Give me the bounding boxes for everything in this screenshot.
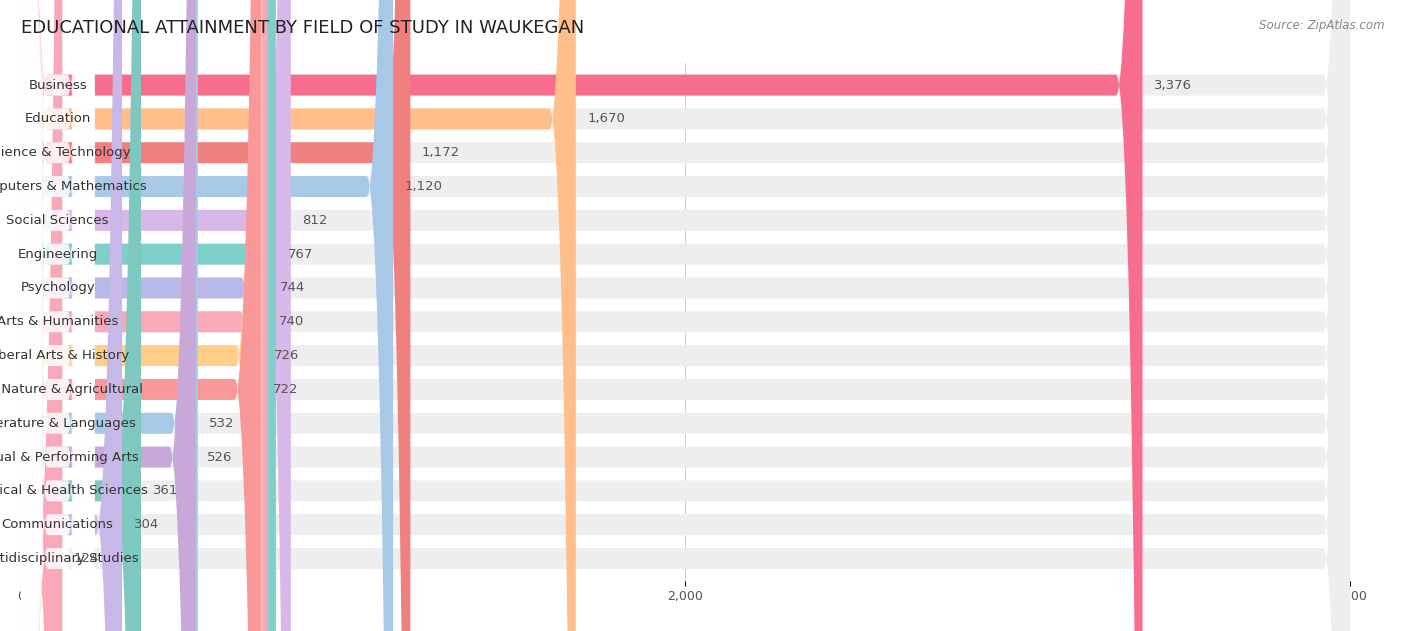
FancyBboxPatch shape — [21, 0, 1350, 631]
Text: Multidisciplinary Studies: Multidisciplinary Studies — [0, 552, 139, 565]
Text: 124: 124 — [75, 552, 100, 565]
FancyBboxPatch shape — [21, 0, 198, 631]
Text: 812: 812 — [302, 214, 328, 227]
FancyBboxPatch shape — [21, 0, 1350, 631]
Text: Computers & Mathematics: Computers & Mathematics — [0, 180, 146, 193]
FancyBboxPatch shape — [21, 0, 576, 631]
Text: Psychology: Psychology — [20, 281, 96, 295]
FancyBboxPatch shape — [21, 0, 122, 631]
FancyBboxPatch shape — [21, 0, 1350, 631]
FancyBboxPatch shape — [21, 0, 1350, 631]
Text: 361: 361 — [153, 485, 179, 497]
Text: 726: 726 — [274, 349, 299, 362]
FancyBboxPatch shape — [21, 0, 62, 631]
FancyBboxPatch shape — [21, 0, 94, 631]
Text: 740: 740 — [278, 316, 304, 328]
Text: Science & Technology: Science & Technology — [0, 146, 131, 159]
Text: Arts & Humanities: Arts & Humanities — [0, 316, 118, 328]
Text: 722: 722 — [273, 383, 298, 396]
FancyBboxPatch shape — [21, 0, 1350, 631]
FancyBboxPatch shape — [21, 0, 94, 631]
FancyBboxPatch shape — [21, 0, 267, 631]
Text: Visual & Performing Arts: Visual & Performing Arts — [0, 451, 139, 464]
FancyBboxPatch shape — [21, 0, 1350, 631]
FancyBboxPatch shape — [21, 0, 1350, 631]
Text: Liberal Arts & History: Liberal Arts & History — [0, 349, 129, 362]
Text: Bio, Nature & Agricultural: Bio, Nature & Agricultural — [0, 383, 143, 396]
FancyBboxPatch shape — [21, 0, 94, 631]
FancyBboxPatch shape — [21, 0, 94, 631]
FancyBboxPatch shape — [21, 0, 269, 631]
FancyBboxPatch shape — [21, 0, 94, 631]
FancyBboxPatch shape — [21, 0, 94, 631]
Text: Social Sciences: Social Sciences — [7, 214, 108, 227]
FancyBboxPatch shape — [21, 0, 263, 631]
FancyBboxPatch shape — [21, 0, 1350, 631]
Text: 1,172: 1,172 — [422, 146, 460, 159]
Text: 526: 526 — [208, 451, 233, 464]
Text: 532: 532 — [209, 416, 235, 430]
Text: Physical & Health Sciences: Physical & Health Sciences — [0, 485, 148, 497]
FancyBboxPatch shape — [21, 0, 1350, 631]
FancyBboxPatch shape — [21, 0, 94, 631]
Text: Education: Education — [24, 112, 91, 126]
FancyBboxPatch shape — [21, 0, 291, 631]
FancyBboxPatch shape — [21, 0, 1350, 631]
Text: 1,670: 1,670 — [588, 112, 626, 126]
FancyBboxPatch shape — [21, 0, 276, 631]
Text: Communications: Communications — [1, 518, 114, 531]
FancyBboxPatch shape — [21, 0, 94, 631]
FancyBboxPatch shape — [21, 0, 94, 631]
Text: 3,376: 3,376 — [1154, 79, 1192, 91]
FancyBboxPatch shape — [21, 0, 141, 631]
FancyBboxPatch shape — [21, 0, 195, 631]
FancyBboxPatch shape — [21, 0, 1143, 631]
Text: Business: Business — [28, 79, 87, 91]
FancyBboxPatch shape — [21, 0, 1350, 631]
FancyBboxPatch shape — [21, 0, 262, 631]
Text: 1,120: 1,120 — [405, 180, 443, 193]
FancyBboxPatch shape — [21, 0, 94, 631]
FancyBboxPatch shape — [21, 0, 94, 631]
Text: Literature & Languages: Literature & Languages — [0, 416, 136, 430]
FancyBboxPatch shape — [21, 0, 1350, 631]
FancyBboxPatch shape — [21, 0, 94, 631]
FancyBboxPatch shape — [21, 0, 94, 631]
Text: 304: 304 — [134, 518, 159, 531]
Text: Source: ZipAtlas.com: Source: ZipAtlas.com — [1260, 19, 1385, 32]
FancyBboxPatch shape — [21, 0, 1350, 631]
FancyBboxPatch shape — [21, 0, 1350, 631]
FancyBboxPatch shape — [21, 0, 394, 631]
Text: 744: 744 — [280, 281, 305, 295]
FancyBboxPatch shape — [21, 0, 94, 631]
Text: Engineering: Engineering — [17, 248, 98, 261]
FancyBboxPatch shape — [21, 0, 1350, 631]
FancyBboxPatch shape — [21, 0, 411, 631]
FancyBboxPatch shape — [21, 0, 94, 631]
Text: 767: 767 — [287, 248, 314, 261]
Text: EDUCATIONAL ATTAINMENT BY FIELD OF STUDY IN WAUKEGAN: EDUCATIONAL ATTAINMENT BY FIELD OF STUDY… — [21, 19, 585, 37]
